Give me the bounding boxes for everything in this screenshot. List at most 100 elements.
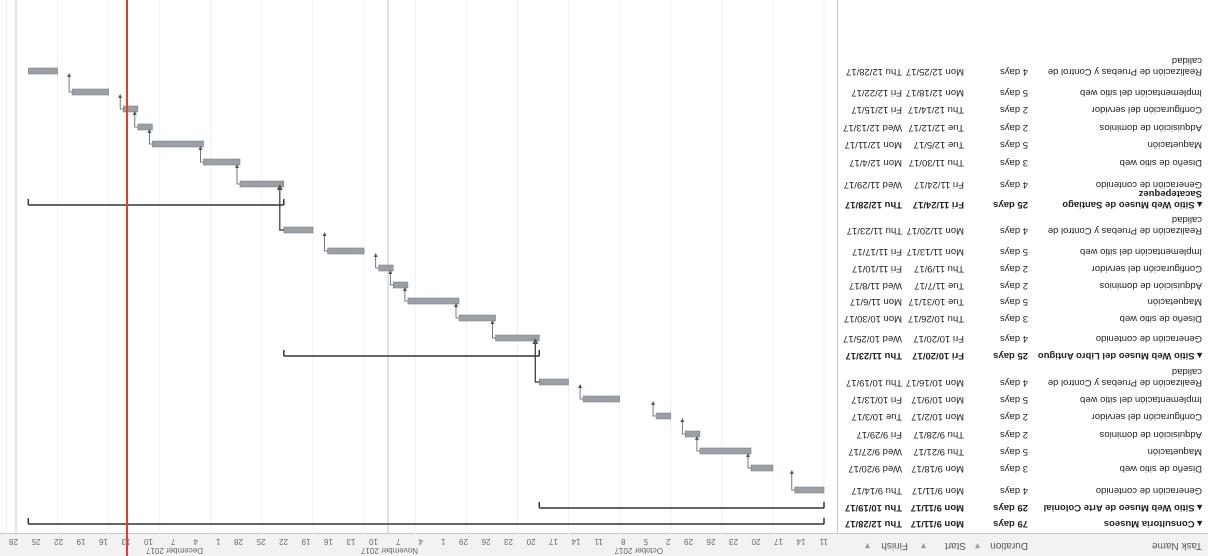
task-name: Configuración del servidor [1091,104,1202,115]
task-duration: 25 days [993,350,1028,361]
task-bar [699,447,752,455]
dependency-arrow [694,436,700,452]
dependency-arrow [235,164,240,185]
task-start: Mon 9/11/17 [910,518,964,529]
dependency-arrow [454,303,459,319]
task-name: Adquisición de dominios [1099,429,1202,440]
task-bar [122,105,139,113]
task-duration: 2 days [1000,263,1028,274]
dependency-arrow [789,470,795,491]
task-bar [392,281,409,289]
task-bar [407,297,460,305]
dependency-arrow [67,73,73,93]
task-finish: Fri 11/10/17 [852,263,902,274]
task-finish: Thu 12/28/17 [844,518,902,529]
header-duration[interactable]: Duration [990,540,1028,551]
dependency-arrow [532,338,540,383]
task-duration: 25 days [993,199,1028,210]
task-name: Generación de contenido [1095,333,1202,344]
dependency-arrow [746,453,751,469]
task-finish: Wed 12/13/17 [843,122,902,133]
task-finish: Thu 12/28/17 [844,199,902,210]
dropdown-arrow-icon[interactable]: ▾ [864,540,870,551]
task-duration: 5 days [1000,296,1028,307]
dependency-arrow [373,253,379,269]
task-name: Adquisición de dominios [1099,122,1202,133]
gantt-chart: October 2017 November 2017 December 2017… [0,0,838,556]
dependency-arrow [388,270,394,286]
task-duration: 4 days [1000,377,1028,388]
task-start: Mon 10/2/17 [911,411,964,422]
task-name: ▴ Sitio Web Museo de Santiago Sacatepequ… [1062,188,1202,210]
task-bar [137,123,153,131]
task-start: Tue 10/31/17 [908,296,964,307]
task-duration: 2 days [1000,411,1028,422]
task-start: Tue 12/12/17 [908,122,964,133]
task-name: Diseño de sitio web [1119,157,1202,168]
task-bar [794,486,825,494]
task-bar [582,395,620,403]
task-start: Mon 10/9/17 [911,394,964,405]
task-bar [750,464,774,472]
dependency-arrow [118,94,124,110]
task-name: ▴ Consultoria Museos [1103,518,1202,529]
task-finish: Thu 10/19/17 [846,377,902,388]
task-duration: 3 days [1000,157,1028,168]
task-name: Implementación del sitio web [1080,87,1202,98]
task-name: Adquisición de dominios [1099,280,1202,291]
dependency-arrow [132,111,138,128]
task-duration: 3 days [1000,313,1028,324]
task-finish: Mon 10/30/17 [843,313,902,324]
task-duration: 79 days [993,518,1028,529]
header-finish[interactable]: Finish [881,540,908,551]
task-duration: 4 days [1000,225,1028,236]
dependency-arrow [680,418,686,435]
task-start: Thu 11/30/17 [908,157,964,168]
task-finish: Wed 9/20/17 [848,463,902,474]
task-name: Implementación del sitio web [1080,394,1202,405]
task-bar [71,88,109,96]
task-bar [495,334,540,342]
task-finish: Thu 10/19/17 [844,502,902,513]
task-start: Mon 11/20/17 [906,225,964,236]
dependency-arrow [490,320,496,339]
task-bar [538,378,569,386]
header-task-name[interactable]: Task Name [1151,540,1202,551]
task-bar [283,226,314,234]
task-start: Thu 12/14/17 [908,104,964,115]
task-start: Mon 9/11/17 [911,485,964,496]
task-name: Configuración del servidor [1091,263,1202,274]
task-bar [655,412,671,420]
task-duration: 2 days [1000,429,1028,440]
task-duration: 5 days [1000,139,1028,150]
task-name: Diseño de sitio web [1119,463,1202,474]
task-duration: 5 days [1000,246,1028,257]
task-duration: 3 days [1000,463,1028,474]
task-finish: Fri 9/29/17 [856,429,902,440]
task-start: Thu 11/9/17 [913,263,964,274]
task-name: Maquetación [1147,139,1202,150]
dependency-arrow [322,232,328,252]
task-duration: 4 days [1000,66,1028,77]
task-finish: Thu 9/14/17 [851,485,902,496]
gantt-bars [5,0,825,556]
task-start: Fri 11/24/17 [912,199,964,210]
dependency-arrow [402,287,408,302]
task-finish: Thu 12/28/17 [846,66,902,77]
task-finish: Fri 10/13/17 [851,394,902,405]
task-finish: Wed 11/8/17 [849,280,902,291]
dropdown-arrow-icon[interactable]: ▾ [974,540,980,551]
task-start: Mon 9/18/17 [911,463,964,474]
task-start: Thu 10/26/17 [908,313,964,324]
task-bar [239,180,285,188]
dependency-arrow [147,129,153,145]
task-name: Configuración del servidor [1091,411,1202,422]
dropdown-arrow-icon[interactable]: ▾ [920,540,926,551]
task-start: Mon 10/16/17 [905,377,964,388]
task-bar [203,158,241,166]
task-bar [327,247,365,255]
header-start[interactable]: Start [944,540,966,551]
task-finish: Fri 12/22/17 [851,87,902,98]
task-finish: Wed 9/27/17 [848,446,902,457]
